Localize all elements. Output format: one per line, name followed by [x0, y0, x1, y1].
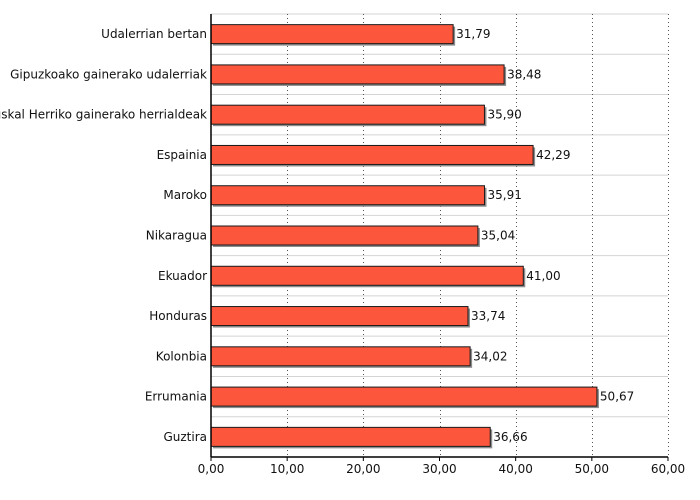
bar — [210, 426, 491, 447]
category-label: Errumania — [145, 390, 207, 404]
bar — [210, 386, 598, 407]
category-label: Gipuzkoako gainerako udalerriak — [10, 67, 207, 81]
value-label: 42,29 — [536, 148, 570, 162]
bar — [210, 346, 471, 367]
value-label: 35,04 — [481, 229, 515, 243]
value-label: 33,74 — [471, 309, 505, 323]
value-label: 41,00 — [526, 269, 560, 283]
value-label: 31,79 — [456, 27, 490, 41]
category-label: Maroko — [163, 188, 207, 202]
value-label: 36,66 — [493, 430, 527, 444]
x-tick-label: 40,00 — [498, 462, 532, 476]
bar — [210, 265, 524, 286]
x-tick-label: 60,00 — [651, 462, 685, 476]
x-tick-label: 30,00 — [422, 462, 456, 476]
bar — [210, 185, 486, 206]
x-tick-label: 20,00 — [346, 462, 380, 476]
x-tick-label: 10,00 — [270, 462, 304, 476]
bar — [210, 24, 454, 45]
category-label: Honduras — [149, 309, 207, 323]
category-label: Ekuador — [158, 269, 207, 283]
value-label: 38,48 — [507, 67, 541, 81]
category-label: Kolonbia — [156, 349, 207, 363]
bar — [210, 225, 479, 246]
bar — [210, 306, 469, 327]
value-label: 35,90 — [487, 108, 521, 122]
bar — [210, 104, 485, 125]
value-label: 35,91 — [488, 188, 522, 202]
value-label: 34,02 — [473, 349, 507, 363]
category-label: Udalerrian bertan — [101, 27, 207, 41]
category-label: Espainia — [157, 148, 207, 162]
bar — [210, 144, 534, 165]
value-label: 50,67 — [600, 390, 634, 404]
category-label: Euskal Herriko gainerako herrialdeak — [0, 108, 207, 122]
x-tick-label: 0,00 — [198, 462, 225, 476]
bar — [210, 64, 505, 85]
category-label: Nikaragua — [146, 229, 207, 243]
category-label: Guztira — [163, 430, 207, 444]
x-tick-label: 50,00 — [575, 462, 609, 476]
